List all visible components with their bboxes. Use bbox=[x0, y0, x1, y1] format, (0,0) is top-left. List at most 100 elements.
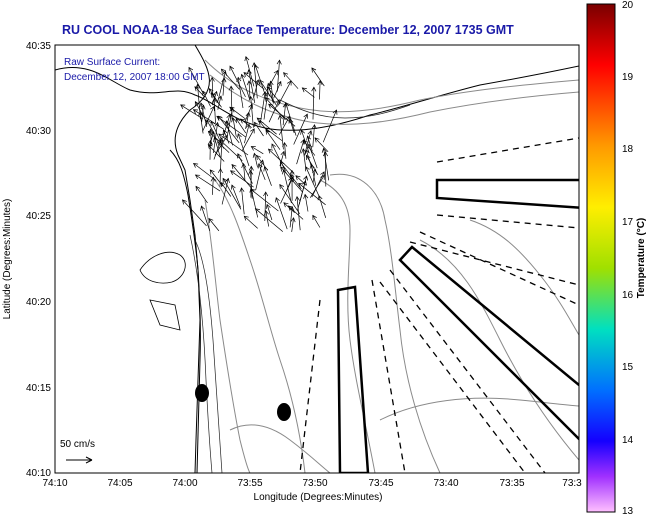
x-tick-label: 74:00 bbox=[172, 478, 197, 489]
current-vector bbox=[250, 96, 254, 128]
current-vector-head bbox=[209, 76, 215, 82]
y-tick-label: 40:30 bbox=[26, 126, 51, 137]
current-vector bbox=[193, 163, 217, 181]
current-vector-head bbox=[248, 103, 254, 109]
y-tick-label: 40:25 bbox=[26, 211, 51, 222]
current-vector bbox=[217, 96, 222, 110]
current-vector bbox=[216, 116, 246, 138]
current-vector bbox=[225, 120, 233, 146]
current-vector bbox=[220, 144, 223, 170]
current-vector-head bbox=[283, 202, 289, 208]
current-vector bbox=[237, 77, 244, 109]
colorbar-tick: 13 bbox=[622, 506, 634, 517]
current-vector-head bbox=[279, 161, 285, 167]
current-vector-head bbox=[259, 79, 264, 85]
current-vector-head bbox=[182, 199, 187, 205]
current-vector-head bbox=[240, 73, 246, 79]
y-tick-label: 40:35 bbox=[26, 41, 51, 52]
current-vector bbox=[219, 139, 243, 162]
current-vector bbox=[312, 124, 315, 148]
current-vector-head bbox=[303, 193, 309, 199]
x-tick-label: 74:10 bbox=[42, 478, 67, 489]
bay-outline bbox=[139, 251, 186, 284]
transect-box-diagonal bbox=[398, 245, 579, 441]
current-vector-head bbox=[217, 115, 223, 121]
current-vector-head bbox=[207, 139, 213, 145]
current-vector-head bbox=[221, 77, 227, 83]
current-vector-head bbox=[217, 95, 223, 101]
x-tick-label: 73:35 bbox=[499, 478, 524, 489]
current-vector bbox=[182, 199, 207, 227]
current-vector-head bbox=[282, 102, 288, 108]
current-vector-head bbox=[210, 105, 215, 112]
current-vector-head bbox=[217, 168, 223, 174]
current-vector-head bbox=[273, 69, 279, 76]
current-vector-head bbox=[222, 177, 228, 184]
current-vector-head bbox=[271, 143, 276, 149]
current-vector bbox=[201, 205, 211, 232]
colorbar-tick: 17 bbox=[622, 217, 634, 228]
current-vector-head bbox=[237, 153, 242, 159]
coastline-nj bbox=[169, 149, 201, 473]
current-vector bbox=[193, 109, 224, 130]
current-vector-head bbox=[254, 208, 260, 214]
current-vector bbox=[264, 166, 272, 186]
y-tick-label: 40:20 bbox=[26, 297, 51, 308]
current-vector bbox=[231, 164, 252, 189]
current-vector bbox=[195, 174, 221, 192]
current-vector-head bbox=[306, 135, 312, 141]
mooring-marker bbox=[277, 403, 291, 421]
y-axis-label: Latitude (Degrees:Minutes) bbox=[2, 199, 13, 320]
current-vector-head bbox=[267, 148, 273, 154]
x-axis-label: Longitude (Degrees:Minutes) bbox=[254, 492, 383, 503]
current-vector-head bbox=[235, 117, 241, 124]
current-vector bbox=[254, 122, 264, 137]
current-vector-head bbox=[289, 206, 295, 212]
current-vector-head bbox=[239, 118, 246, 124]
current-vector-head bbox=[250, 146, 256, 151]
current-vector-head bbox=[320, 174, 325, 180]
current-vector bbox=[310, 175, 325, 198]
current-vector bbox=[264, 192, 267, 222]
annotation-line-1: Raw Surface Current: bbox=[64, 57, 160, 68]
current-vector bbox=[237, 133, 250, 167]
current-vector bbox=[318, 195, 327, 219]
current-vector bbox=[308, 144, 318, 169]
scale-arrow-head bbox=[85, 456, 93, 464]
colorbar-gradient bbox=[586, 3, 616, 513]
current-vector-head bbox=[195, 83, 201, 89]
current-vector-head bbox=[275, 99, 280, 105]
current-vector bbox=[303, 130, 312, 156]
current-vector-head bbox=[180, 104, 186, 110]
current-vector bbox=[210, 129, 212, 146]
current-vector bbox=[283, 202, 295, 213]
current-vector bbox=[200, 102, 208, 127]
current-vector-head bbox=[211, 97, 217, 103]
current-vector-head bbox=[300, 129, 306, 135]
current-vector bbox=[253, 153, 258, 168]
current-vector-head bbox=[231, 163, 237, 170]
current-vector-head bbox=[206, 119, 211, 125]
current-vector-head bbox=[266, 82, 272, 88]
y-tick-label: 40:15 bbox=[26, 383, 51, 394]
current-vector-head bbox=[213, 90, 218, 97]
current-vector-head bbox=[208, 218, 214, 224]
current-vector-head bbox=[295, 175, 301, 181]
x-tick-label: 73:3 bbox=[562, 478, 582, 489]
x-tick-label: 73:40 bbox=[433, 478, 458, 489]
current-vector-head bbox=[262, 91, 268, 97]
current-vector bbox=[278, 116, 290, 136]
current-vector-head bbox=[303, 175, 309, 181]
current-vector bbox=[271, 143, 286, 172]
current-vector-head bbox=[287, 205, 293, 211]
current-vector-head bbox=[244, 56, 250, 62]
current-vector-head bbox=[279, 184, 285, 190]
current-vector bbox=[230, 170, 254, 188]
current-vector bbox=[311, 164, 317, 186]
current-vector-head bbox=[309, 163, 315, 169]
current-vector-head bbox=[280, 150, 286, 156]
colorbar-tick: 16 bbox=[622, 290, 634, 301]
current-vector-head bbox=[266, 86, 272, 92]
current-vector bbox=[280, 166, 303, 193]
colorbar-tick: 15 bbox=[622, 362, 634, 373]
